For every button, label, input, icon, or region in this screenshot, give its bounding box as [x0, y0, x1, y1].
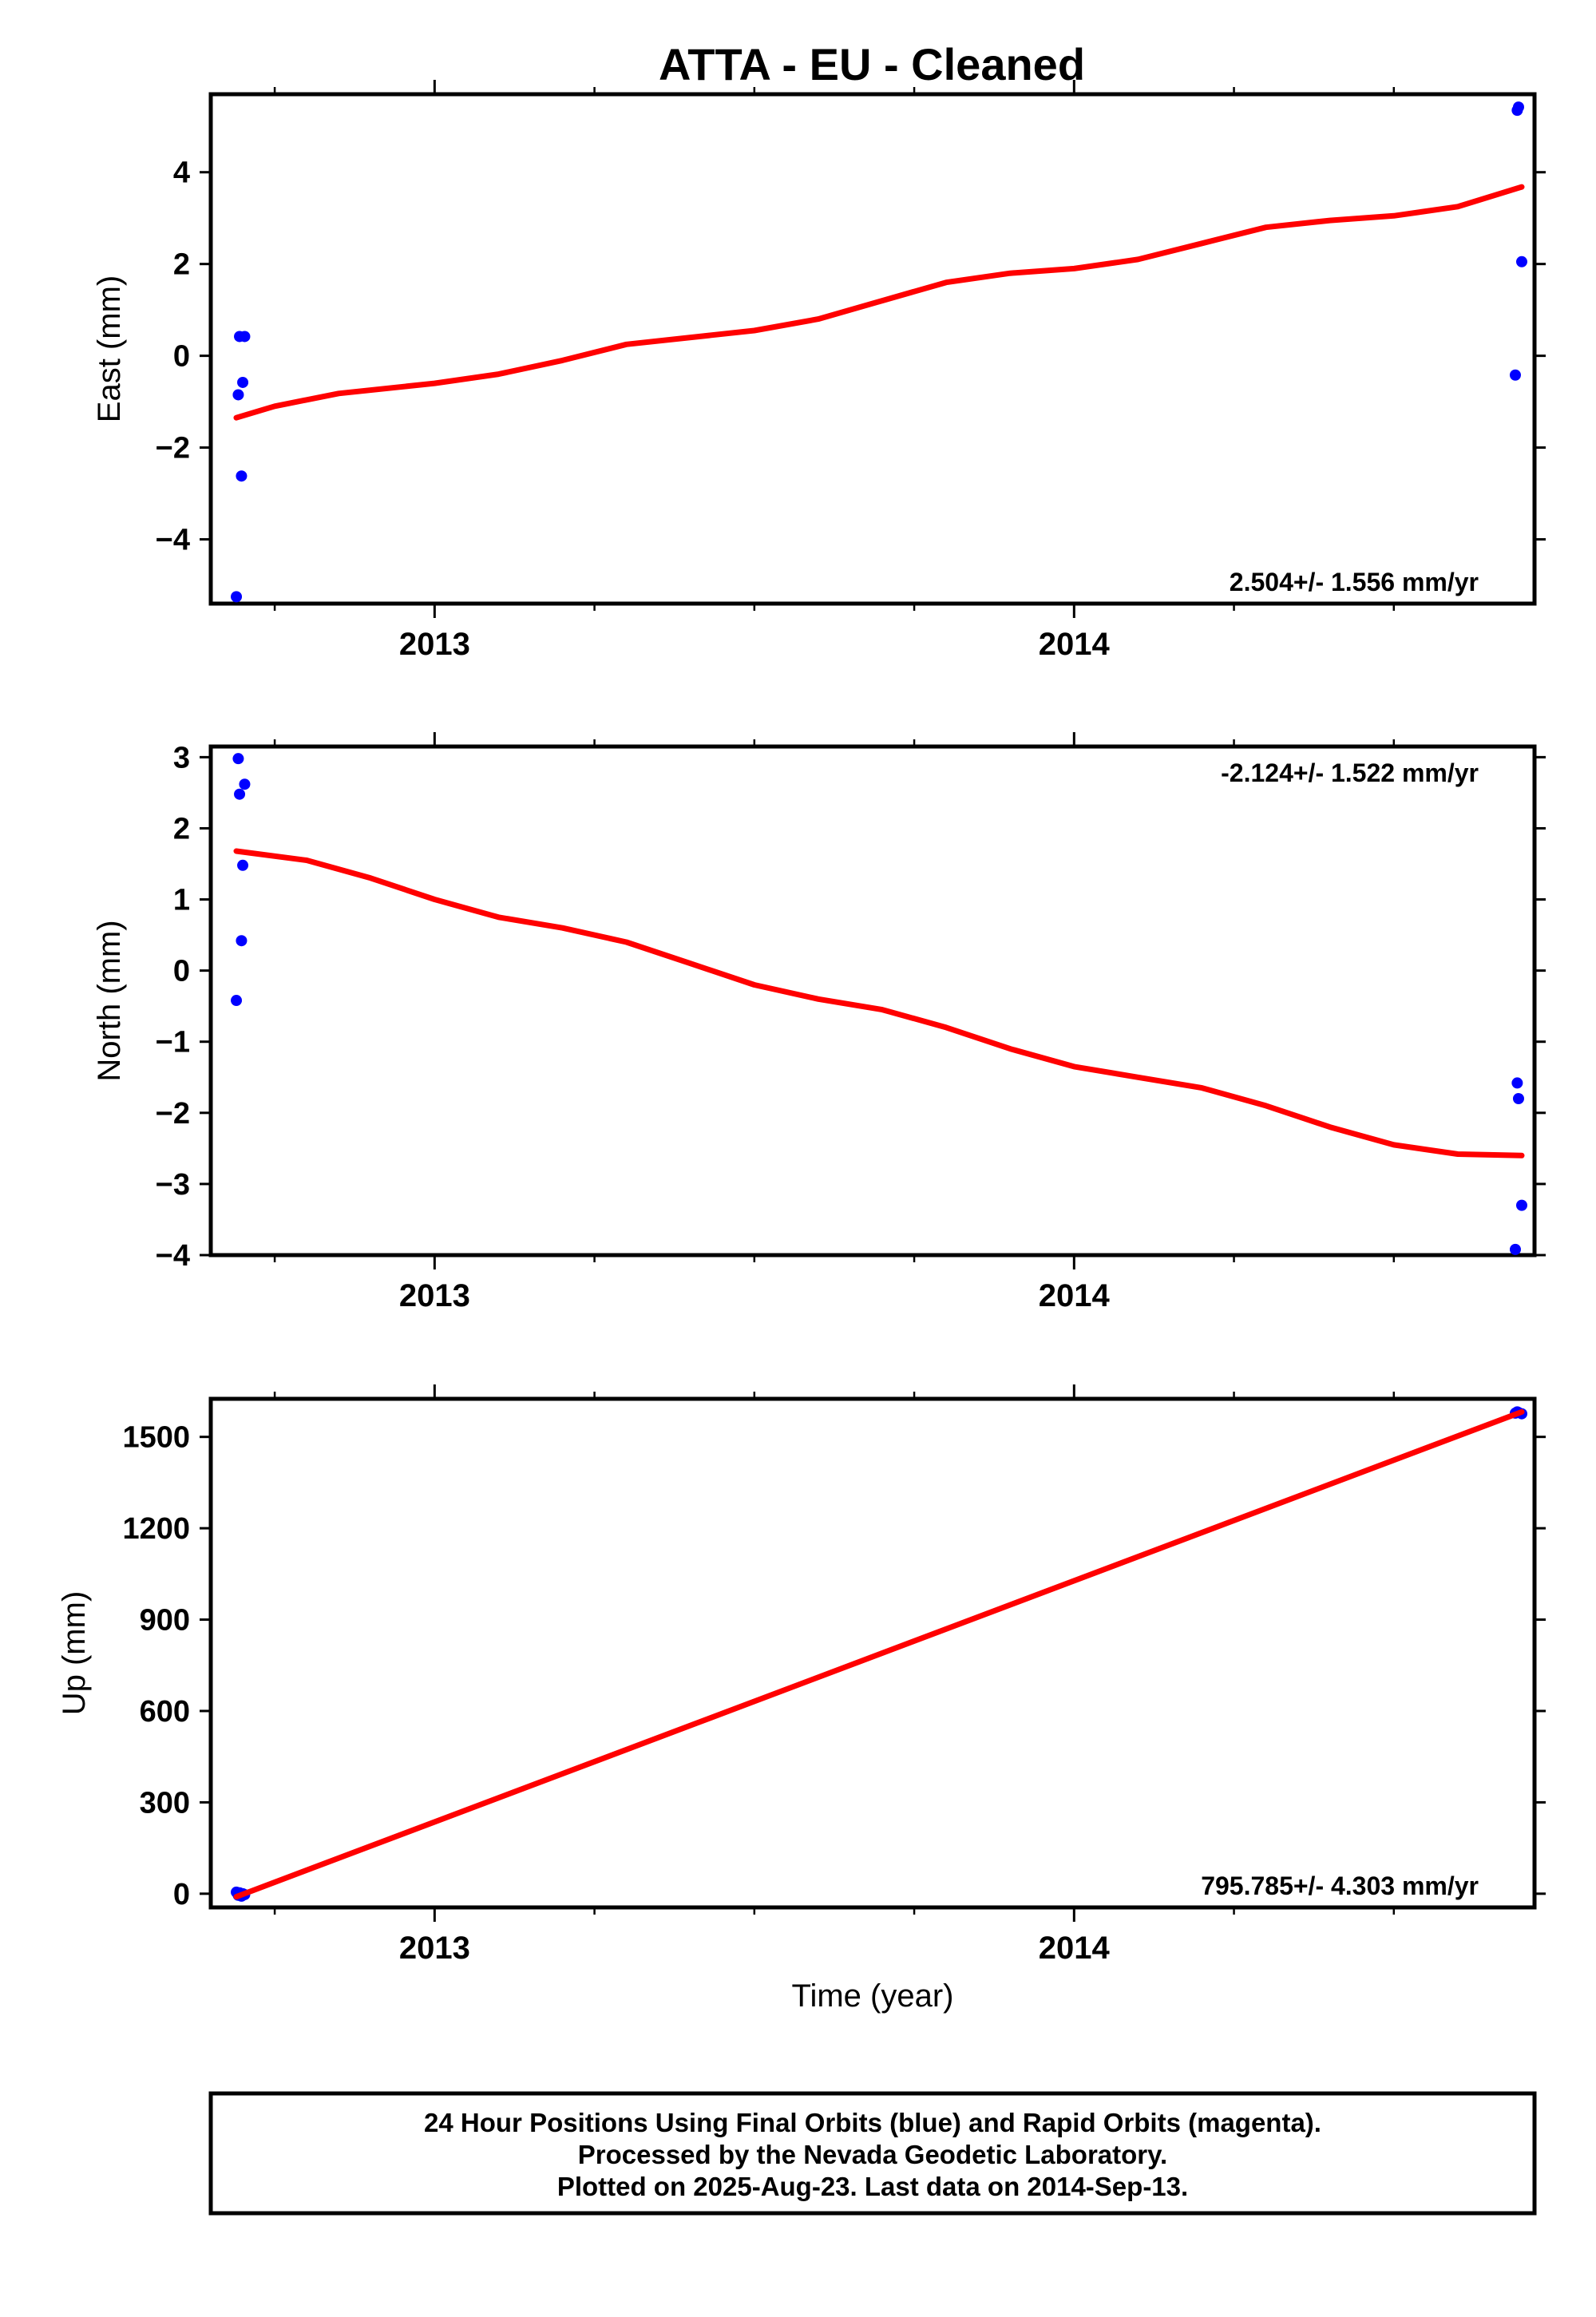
figure-title: ATTA - EU - Cleaned — [659, 39, 1085, 89]
y-tick-label: 2 — [173, 248, 190, 282]
y-tick-label: 1500 — [122, 1421, 190, 1455]
data-point — [236, 470, 248, 482]
data-point — [231, 591, 243, 603]
data-point — [232, 753, 244, 765]
model-line — [233, 184, 1525, 421]
model-line — [233, 1408, 1525, 1900]
data-point — [1511, 1077, 1523, 1089]
x-tick-label: 2014 — [1039, 1931, 1111, 1966]
y-tick-label: −2 — [156, 1097, 190, 1131]
data-point — [231, 995, 243, 1007]
plot-frame — [208, 744, 1537, 1258]
data-point — [232, 389, 244, 401]
data-point — [1515, 255, 1527, 267]
data-point — [239, 331, 251, 343]
y-tick-label: 1200 — [122, 1512, 190, 1546]
y-tick-label: −3 — [156, 1168, 190, 1202]
y-tick-label: 300 — [140, 1786, 190, 1820]
footer-line-1: 24 Hour Positions Using Final Orbits (bl… — [424, 2108, 1321, 2137]
panel-3: 0 300 600 900 1200 1500 2013 2014 Up (mm) Time (y… — [57, 1384, 1546, 2014]
y-tick-label: 3 — [173, 741, 190, 774]
y-axis-label: East (mm) — [92, 275, 127, 422]
data-point — [237, 859, 249, 871]
model-line — [233, 848, 1525, 1158]
x-tick-label: 2013 — [399, 1278, 470, 1313]
data-point — [239, 778, 251, 790]
y-tick-label: 0 — [173, 340, 190, 374]
plot-frame — [208, 92, 1537, 606]
y-axis-label: Up (mm) — [57, 1591, 92, 1716]
y-tick-label: −2 — [156, 432, 190, 465]
x-tick-label: 2013 — [399, 1931, 470, 1966]
footer-box: 24 Hour Positions Using Final Orbits (bl… — [208, 2091, 1537, 2216]
y-tick-label: 4 — [173, 156, 190, 190]
y-tick-label: 0 — [173, 955, 190, 988]
data-layer — [231, 1406, 1527, 1902]
footer-line-3: Plotted on 2025-Aug-23. Last data on 201… — [557, 2172, 1188, 2201]
velocity-label: 2.504+/- 1.556 mm/yr — [1230, 568, 1479, 596]
y-axis-label: North (mm) — [92, 920, 127, 1081]
x-tick-label: 2013 — [399, 627, 470, 662]
footer-frame — [208, 2091, 1537, 2216]
data-point — [1509, 369, 1521, 381]
data-point — [1512, 101, 1524, 113]
y-tick-label: −1 — [156, 1026, 190, 1059]
plot-frame — [208, 1396, 1537, 1910]
data-layer — [231, 101, 1527, 603]
y-tick-label: −4 — [156, 1239, 190, 1273]
velocity-label: -2.124+/- 1.522 mm/yr — [1221, 758, 1479, 787]
footer-line-2: Processed by the Nevada Geodetic Laborat… — [578, 2140, 1167, 2169]
x-axis-label: Time (year) — [792, 1978, 954, 2014]
y-tick-label: 2 — [173, 812, 190, 846]
data-point — [1512, 1093, 1524, 1104]
velocity-label: 795.785+/- 4.303 mm/yr — [1201, 1871, 1479, 1900]
y-tick-label: 900 — [140, 1604, 190, 1638]
panel-2: −4 −3 −2 −1 0 1 2 3 2013 2014 North (mm) -2.124+/- … — [92, 732, 1546, 1313]
data-point — [234, 788, 246, 800]
data-layer — [231, 753, 1527, 1255]
y-tick-label: 600 — [140, 1695, 190, 1729]
data-point — [1509, 1243, 1521, 1255]
data-point — [237, 376, 249, 388]
data-point — [236, 935, 248, 947]
x-tick-label: 2014 — [1039, 627, 1111, 662]
data-point — [1515, 1199, 1527, 1211]
panel-1: −4 −2 0 2 4 2013 2014 East (mm) 2.504+/- 1.556 m… — [92, 80, 1546, 662]
y-tick-label: 0 — [173, 1878, 190, 1911]
y-tick-label: 1 — [173, 884, 190, 917]
x-tick-label: 2014 — [1039, 1278, 1111, 1313]
y-tick-label: −4 — [156, 524, 190, 557]
